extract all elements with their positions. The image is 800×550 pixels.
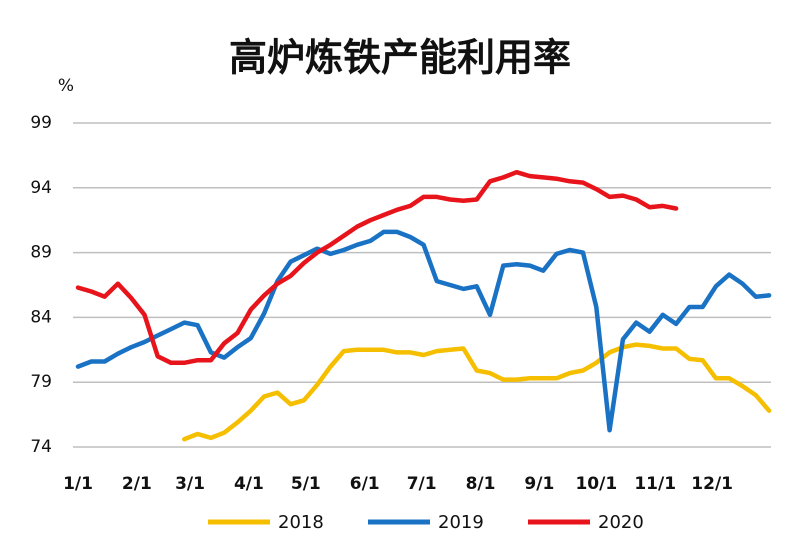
x-tick-label: 7/1 [407,474,437,494]
x-tick-label: 9/1 [524,474,554,494]
x-tick-label: 11/1 [634,474,676,494]
y-tick-label: 94 [30,178,52,198]
legend-label: 2020 [598,512,644,533]
y-tick-label: 74 [30,437,52,457]
x-tick-label: 10/1 [575,474,617,494]
y-tick-label: 99 [30,113,52,133]
x-tick-label: 2/1 [122,474,152,494]
x-tick-label: 8/1 [466,474,496,494]
x-tick-label: 5/1 [291,474,321,494]
legend-label: 2019 [438,512,484,533]
series-line [75,169,679,366]
x-tick-label: 4/1 [234,474,264,494]
series-line [182,342,772,442]
y-tick-label: 84 [30,307,52,327]
x-tick-label: 6/1 [350,474,380,494]
x-tick-label: 1/1 [63,474,93,494]
y-tick-label: 79 [30,372,52,392]
y-tick-label: 89 [30,243,52,263]
series-line [75,229,772,433]
legend-label: 2018 [278,512,324,533]
x-tick-label: 3/1 [175,474,205,494]
chart-title: 高炉炼铁产能利用率 [229,36,571,80]
x-tick-label: 12/1 [691,474,733,494]
y-axis-label: % [58,76,74,96]
